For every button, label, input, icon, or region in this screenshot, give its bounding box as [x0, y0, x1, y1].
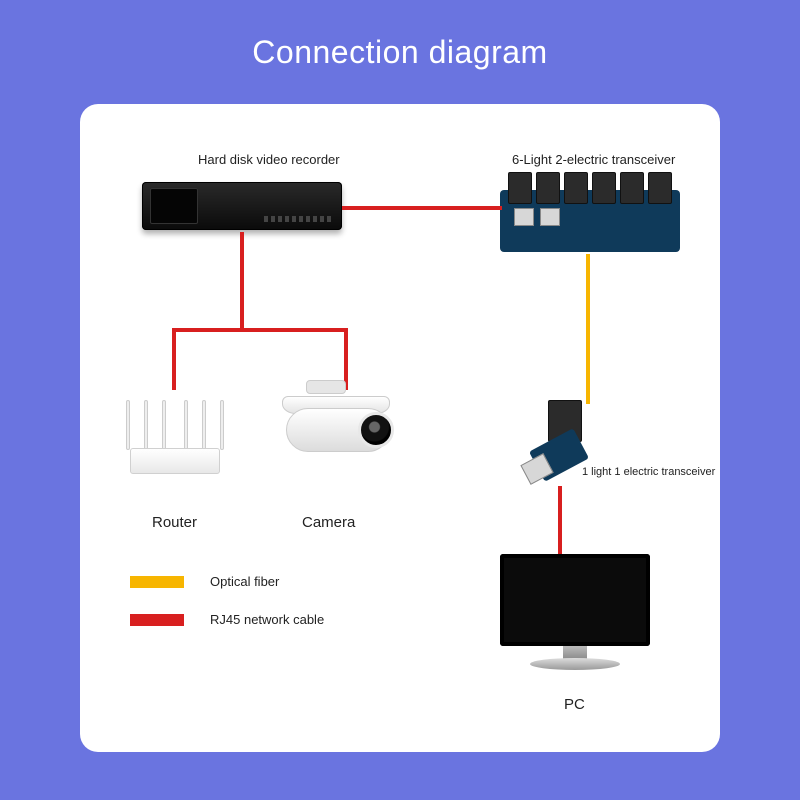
switch-board-icon [500, 190, 680, 252]
router-icon [120, 394, 230, 474]
label-switch: 6-Light 2-electric transceiver [512, 152, 675, 167]
cable-fiber-switch-mini [586, 254, 590, 404]
cable-rj45-nvr-switch [342, 206, 502, 210]
caption-router: Router [152, 514, 197, 531]
label-mini: 1 light 1 electric transceiver [582, 466, 715, 478]
label-nvr: Hard disk video recorder [198, 152, 340, 167]
cable-rj45-nvr-down [240, 232, 244, 328]
caption-camera: Camera [302, 514, 355, 531]
caption-pc: PC [564, 696, 585, 713]
cable-rj45-mini-pc [558, 486, 562, 556]
cable-rj45-tee-h [172, 328, 348, 332]
nvr-icon [142, 182, 342, 230]
pc-icon [500, 554, 650, 674]
diagram-panel: Hard disk video recorder 6-Light 2-elect… [80, 104, 720, 752]
camera-icon [280, 390, 400, 480]
cable-rj45-to-router [172, 328, 176, 390]
page-title: Connection diagram [0, 34, 800, 71]
legend-fiber-swatch [130, 576, 184, 588]
legend-rj45-label: RJ45 network cable [210, 612, 324, 627]
legend-rj45-swatch [130, 614, 184, 626]
legend-fiber-label: Optical fiber [210, 574, 279, 589]
